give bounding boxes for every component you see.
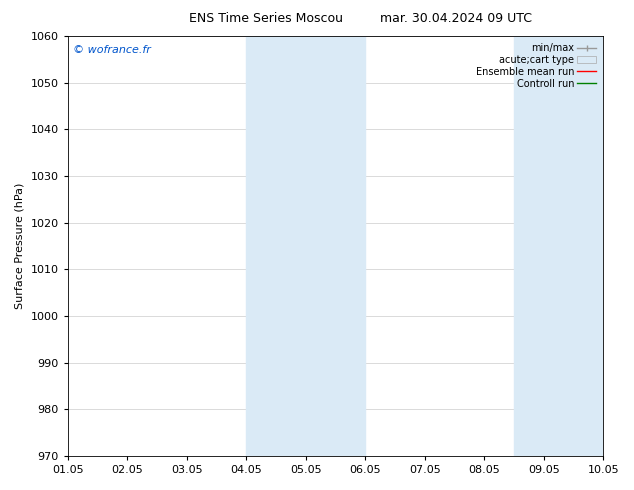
Bar [276, 36, 306, 456]
Bar [246, 36, 276, 456]
Y-axis label: Surface Pressure (hPa): Surface Pressure (hPa) [15, 183, 25, 309]
Bar [514, 36, 544, 456]
Bar [306, 36, 365, 456]
Legend: min/max, acute;cart type, Ensemble mean run, Controll run: min/max, acute;cart type, Ensemble mean … [474, 41, 598, 91]
Text: ENS Time Series Moscou: ENS Time Series Moscou [190, 12, 343, 25]
Bar [544, 36, 603, 456]
Text: © wofrance.fr: © wofrance.fr [73, 45, 151, 54]
Text: mar. 30.04.2024 09 UTC: mar. 30.04.2024 09 UTC [380, 12, 533, 25]
